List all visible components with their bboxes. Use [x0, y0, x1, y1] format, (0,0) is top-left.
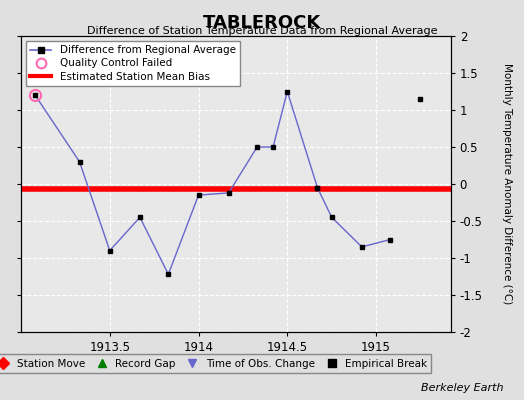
Legend: Station Move, Record Gap, Time of Obs. Change, Empirical Break: Station Move, Record Gap, Time of Obs. C… [0, 354, 431, 373]
Y-axis label: Monthly Temperature Anomaly Difference (°C): Monthly Temperature Anomaly Difference (… [502, 63, 512, 305]
Text: Berkeley Earth: Berkeley Earth [421, 383, 503, 393]
Text: TABLEROCK: TABLEROCK [203, 14, 321, 32]
Text: Difference of Station Temperature Data from Regional Average: Difference of Station Temperature Data f… [87, 26, 437, 36]
